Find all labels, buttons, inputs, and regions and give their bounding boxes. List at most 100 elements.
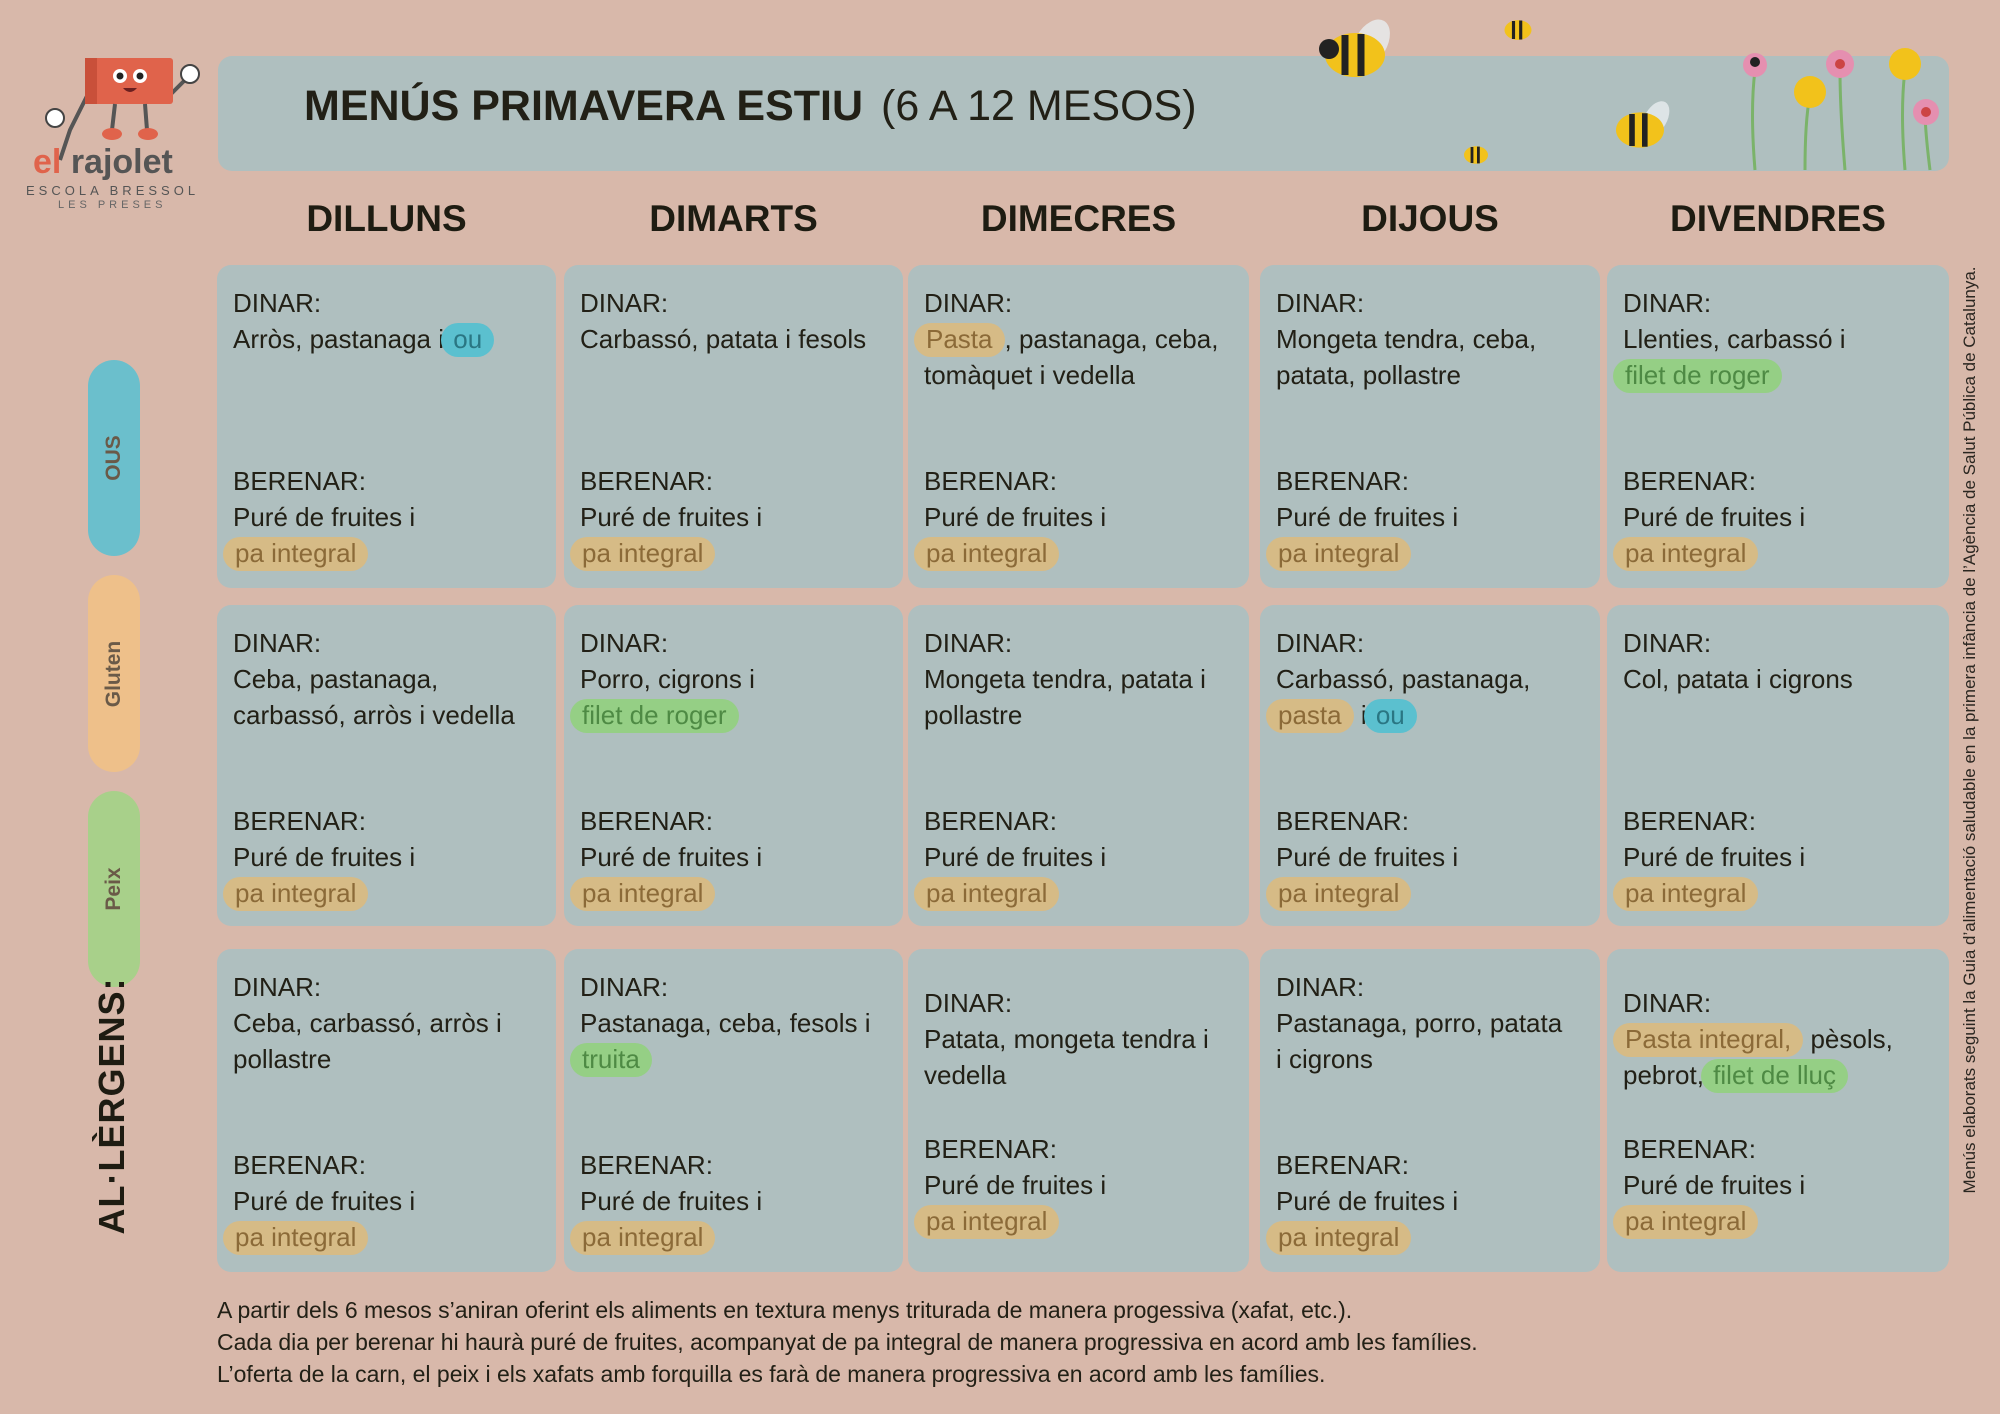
menu-line: pa integral [914, 535, 1241, 571]
allergen-highlight-gluten: pasta [1266, 699, 1354, 733]
menu-line: Puré de fruites i [1276, 499, 1592, 535]
dish-text: Carbassó, patata i fesols [580, 324, 867, 354]
dish-text: Pastanaga, ceba, fesols i [580, 1008, 871, 1038]
snack-block: BERENAR: Puré de fruites i pa integral [1266, 1147, 1592, 1255]
dish-text: i [1354, 700, 1374, 730]
snack-block: BERENAR: Puré de fruites i pa integral [1613, 803, 1941, 911]
menu-line: tomàquet i vedella [924, 357, 1241, 393]
legend-allergen-gluten: Gluten [88, 575, 140, 772]
dish-text: Arròs, pastanaga i [233, 324, 452, 354]
menu-line: filet de roger [570, 697, 895, 733]
allergen-highlight-gluten: pa integral [914, 537, 1060, 571]
snack-block: BERENAR: Puré de fruites i pa integral [1613, 1131, 1941, 1239]
bee-icon [1616, 101, 1670, 148]
lunch-label: DINAR: [924, 288, 1013, 318]
menu-line: pa integral [570, 535, 895, 571]
lunch-block: DINAR: Col, patata i cigrons [1623, 625, 1941, 697]
dish-text: Ceba, pastanaga, [233, 664, 439, 694]
day-header: DILLUNS [306, 198, 467, 239]
dish-text: , pastanaga, ceba, [1004, 324, 1219, 354]
snack-block: BERENAR: Puré de fruites i pa integral [914, 463, 1241, 571]
menu-line: Ceba, pastanaga, [233, 661, 548, 697]
lunch-label: DINAR: [1276, 972, 1365, 1002]
dish-text: Puré de fruites i [1623, 1170, 1806, 1200]
logo-subtitle: ESCOLA BRESSOL [26, 183, 200, 198]
lunch-label: DINAR: [1623, 988, 1712, 1018]
menu-line: Ceba, carbassó, arròs i [233, 1005, 548, 1041]
menu-line: Mongeta tendra, patata i [924, 661, 1241, 697]
legend-allergen-fish: Peix [88, 791, 140, 987]
allergen-highlight-gluten: pa integral [914, 1205, 1060, 1239]
snack-block: BERENAR: Puré de fruites i pa integral [570, 803, 895, 911]
menu-line: pollastre [233, 1041, 548, 1077]
menu-line: Mongeta tendra, ceba, [1276, 321, 1592, 357]
snack-label: BERENAR: [924, 466, 1057, 496]
dish-text: carbassó, arròs i vedella [233, 700, 515, 730]
menu-line: pa integral [914, 1203, 1241, 1239]
lunch-block: DINAR: Mongeta tendra, patata i pollastre [924, 625, 1241, 733]
menu-line: pollastre [924, 697, 1241, 733]
dish-text: pèsols, [1803, 1024, 1893, 1054]
dish-text: Puré de fruites i [580, 842, 763, 872]
lunch-label: DINAR: [1623, 288, 1712, 318]
snack-label: BERENAR: [233, 466, 366, 496]
snack-block: BERENAR: Puré de fruites i pa integral [914, 803, 1241, 911]
menu-line: pa integral [570, 1219, 895, 1255]
day-header: DIMECRES [980, 198, 1177, 239]
menu-line: pasta i ou [1266, 697, 1592, 733]
lunch-label: DINAR: [1623, 628, 1712, 658]
menu-cell: DINAR: Mongeta tendra, ceba, patata, polla… [1260, 265, 1600, 588]
brick-mascot-icon [45, 58, 200, 161]
dish-text: Puré de fruites i [924, 842, 1107, 872]
snack-label: BERENAR: [1623, 466, 1756, 496]
snack-label: BERENAR: [233, 1150, 366, 1180]
allergen-highlight-gluten: pa integral [914, 877, 1060, 911]
allergen-highlight-gluten: pa integral [1266, 1221, 1412, 1255]
bee-icon [1464, 146, 1488, 164]
snack-label: BERENAR: [1276, 466, 1409, 496]
footer-line: L’oferta de la carn, el peix i els xafat… [217, 1361, 1326, 1387]
menu-line: Puré de fruites i [1276, 839, 1592, 875]
dish-text: Col, patata i cigrons [1623, 664, 1853, 694]
snack-block: BERENAR: Puré de fruites i pa integral [1266, 803, 1592, 911]
dish-text: Mongeta tendra, patata i [924, 664, 1206, 694]
snack-label: BERENAR: [1276, 806, 1409, 836]
menu-cell: DINAR: Ceba, carbassó, arròs i pollastre BE… [217, 949, 556, 1272]
allergen-highlight-gluten: pa integral [570, 537, 716, 571]
menu-line: Pastanaga, ceba, fesols i [580, 1005, 895, 1041]
bee-icon [1504, 20, 1532, 40]
menu-line: Puré de fruites i [924, 839, 1241, 875]
dish-text: Puré de fruites i [1623, 502, 1806, 532]
menu-line: Llenties, carbassó i [1623, 321, 1941, 357]
menu-line: Puré de fruites i [924, 499, 1241, 535]
menu-line: Puré de fruites i [233, 839, 548, 875]
allergen-highlight-gluten: pa integral [223, 877, 369, 911]
allergen-highlight-gluten: pa integral [1613, 1205, 1759, 1239]
menu-line: Puré de fruites i [924, 1167, 1241, 1203]
dish-text: Carbassó, pastanaga, [1276, 664, 1531, 694]
menu-line: Puré de fruites i [1276, 1183, 1592, 1219]
snack-label: BERENAR: [924, 806, 1057, 836]
lunch-block: DINAR: Mongeta tendra, ceba, patata, polla… [1276, 285, 1592, 393]
snack-block: BERENAR: Puré de fruites i pa integral [570, 463, 895, 571]
menu-line: i cigrons [1276, 1041, 1592, 1077]
menu-cell: DINAR: Arròs, pastanaga i ou BERENAR: Puré … [217, 265, 556, 588]
lunch-block: DINAR: Pasta integral, pèsols, pebrot, fil… [1613, 985, 1941, 1093]
menu-cell: DINAR: Pasta integral, pèsols, pebrot, fil… [1607, 949, 1949, 1272]
menu-cell: DINAR: Patata, mongeta tendra i vedella BER… [908, 949, 1249, 1272]
allergen-highlight-gluten: pa integral [1266, 537, 1412, 571]
menu-line: Porro, cigrons i [580, 661, 895, 697]
lunch-block: DINAR: Llenties, carbassó i filet de roger [1613, 285, 1941, 393]
allergen-highlight-gluten: pa integral [223, 1221, 369, 1255]
lunch-block: DINAR: Arròs, pastanaga i ou [233, 285, 548, 357]
menu-line: pa integral [223, 875, 548, 911]
menu-cell: DINAR: Pastanaga, porro, patata i cigrons B… [1260, 949, 1600, 1272]
menu-line: filet de roger [1613, 357, 1941, 393]
dish-text: Puré de fruites i [233, 502, 416, 532]
menu-line: Puré de fruites i [1623, 1167, 1941, 1203]
lunch-block: DINAR: Ceba, pastanaga, carbassó, arròs i … [233, 625, 548, 733]
allergen-highlight-gluten: pa integral [570, 877, 716, 911]
dish-text: Mongeta tendra, ceba, [1276, 324, 1537, 354]
allergen-highlight-egg: ou [1363, 699, 1417, 733]
menu-line: Puré de fruites i [1623, 839, 1941, 875]
